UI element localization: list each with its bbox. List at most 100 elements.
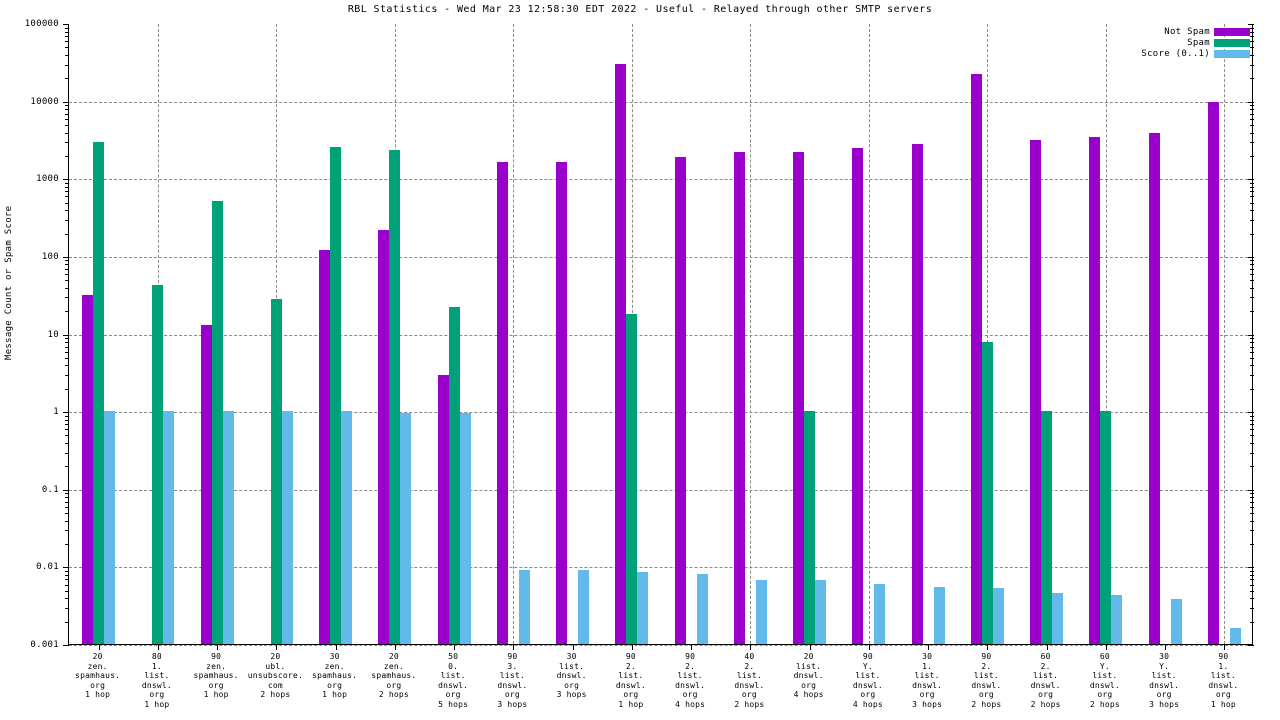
y-axis-minor-tick xyxy=(65,579,69,581)
x-axis-label: 30 Y. list. dnswl. org 3 hops xyxy=(1149,652,1180,709)
bar-score xyxy=(222,411,234,644)
x-axis-tick xyxy=(98,644,100,650)
x-axis-label: 60 2. list. dnswl. org 2 hops xyxy=(1030,652,1061,709)
y-axis-label: 0.001 xyxy=(30,640,59,650)
y-axis-minor-tick xyxy=(65,191,69,193)
y-axis-minor-tick xyxy=(65,375,69,377)
bar-score xyxy=(459,412,471,644)
bar-not-spam xyxy=(852,148,864,644)
y-axis-minor-tick xyxy=(65,132,69,134)
bar-not-spam xyxy=(437,375,449,644)
bar-not-spam xyxy=(319,249,331,644)
y-axis-tick xyxy=(63,334,69,336)
y-axis-minor-tick xyxy=(65,520,69,522)
y-axis-label: 10 xyxy=(47,329,59,340)
y-axis-minor-tick xyxy=(65,311,69,313)
y-axis-minor-tick xyxy=(65,109,69,111)
x-axis-label: 90 2. list. dnswl. org 1 hop xyxy=(615,652,646,709)
bar-not-spam xyxy=(378,230,390,644)
bar-score xyxy=(578,569,590,644)
bar-not-spam xyxy=(556,162,568,644)
legend-swatch-score xyxy=(1214,50,1250,58)
y-axis-tick xyxy=(63,179,69,181)
y-axis-minor-tick xyxy=(65,287,69,289)
bar-not-spam xyxy=(1030,139,1042,644)
x-axis-tick xyxy=(809,644,811,650)
bar-not-spam xyxy=(733,151,745,644)
y-axis-minor-tick xyxy=(65,466,69,468)
bar-spam xyxy=(211,200,223,644)
y-axis-minor-tick xyxy=(65,219,69,221)
y-axis-minor-tick xyxy=(65,36,69,38)
y-axis-minor-tick xyxy=(65,297,69,299)
y-axis-minor-tick xyxy=(65,607,69,609)
y-axis-minor-tick xyxy=(65,435,69,437)
bar-score xyxy=(1052,592,1064,644)
x-axis-tick xyxy=(868,644,870,650)
bar-score xyxy=(815,580,827,644)
bar-spam xyxy=(93,142,105,644)
x-axis-label: 20 list. dnswl. org 4 hops xyxy=(793,652,824,700)
x-axis-label: 20 ubl. unsubscore. com 2 hops xyxy=(247,652,303,700)
gridline-vertical xyxy=(1224,24,1226,644)
x-axis-tick xyxy=(631,644,633,650)
bar-spam xyxy=(1100,411,1112,644)
y-axis-minor-tick xyxy=(65,513,69,515)
y-axis-tick-right xyxy=(1248,179,1254,181)
y-axis-minor-tick xyxy=(65,113,69,115)
gridline-vertical xyxy=(987,24,989,644)
y-axis-tick-right xyxy=(1248,101,1254,103)
x-axis-tick xyxy=(1224,644,1226,650)
x-axis-tick xyxy=(750,644,752,650)
y-axis-tick xyxy=(63,412,69,414)
x-axis-label: 30 1. list. dnswl. org 3 hops xyxy=(912,652,943,709)
x-axis-tick xyxy=(276,644,278,650)
bar-score xyxy=(163,411,175,644)
y-axis-minor-tick xyxy=(65,142,69,144)
y-axis-tick-right xyxy=(1248,412,1254,414)
x-axis-tick xyxy=(1165,644,1167,650)
y-axis-minor-tick xyxy=(65,264,69,266)
y-axis-minor-tick xyxy=(65,497,69,499)
y-axis-minor-tick xyxy=(65,342,69,344)
y-axis-minor-tick xyxy=(65,182,69,184)
x-axis-label: 90 Y. list. dnswl. org 4 hops xyxy=(852,652,883,709)
gridline-horizontal xyxy=(69,101,1253,103)
x-axis-tick xyxy=(335,644,337,650)
x-axis-tick xyxy=(1046,644,1048,650)
bar-score xyxy=(1229,628,1241,644)
bar-not-spam xyxy=(911,144,923,644)
gridline-horizontal xyxy=(69,334,1253,336)
y-axis-minor-tick xyxy=(65,54,69,56)
y-axis-tick-right xyxy=(1248,334,1254,336)
y-axis-minor-tick xyxy=(65,124,69,126)
y-axis-minor-tick xyxy=(65,506,69,508)
y-axis-minor-tick xyxy=(65,338,69,340)
legend-item-spam: Spam xyxy=(1141,38,1250,48)
y-axis-minor-tick xyxy=(65,530,69,532)
y-axis-tick xyxy=(63,645,69,646)
y-axis-tick-right xyxy=(1248,645,1254,646)
legend-swatch-spam xyxy=(1214,39,1250,47)
gridline-horizontal xyxy=(69,645,1253,646)
y-axis-minor-tick xyxy=(65,105,69,107)
y-axis-label: 0.01 xyxy=(36,562,59,573)
y-axis-minor-tick xyxy=(65,78,69,80)
legend-item-score: Score (0..1) xyxy=(1141,49,1250,59)
y-axis-minor-tick xyxy=(65,570,69,572)
x-axis-tick xyxy=(691,644,693,650)
y-axis-tick xyxy=(63,489,69,491)
x-axis-tick xyxy=(513,644,515,650)
y-axis-minor-tick xyxy=(65,268,69,270)
x-axis-tick xyxy=(1105,644,1107,650)
y-axis-minor-tick xyxy=(65,41,69,43)
bar-not-spam xyxy=(674,156,686,644)
bar-score xyxy=(755,579,767,644)
x-axis-label: 80 1. list. dnswl. org 1 hop xyxy=(141,652,172,709)
y-axis-minor-tick xyxy=(65,574,69,576)
bar-spam xyxy=(1041,411,1053,644)
y-axis-tick xyxy=(63,24,69,25)
y-axis-tick-right xyxy=(1248,24,1254,25)
plot-area xyxy=(63,24,1254,650)
y-axis-minor-tick xyxy=(65,419,69,421)
